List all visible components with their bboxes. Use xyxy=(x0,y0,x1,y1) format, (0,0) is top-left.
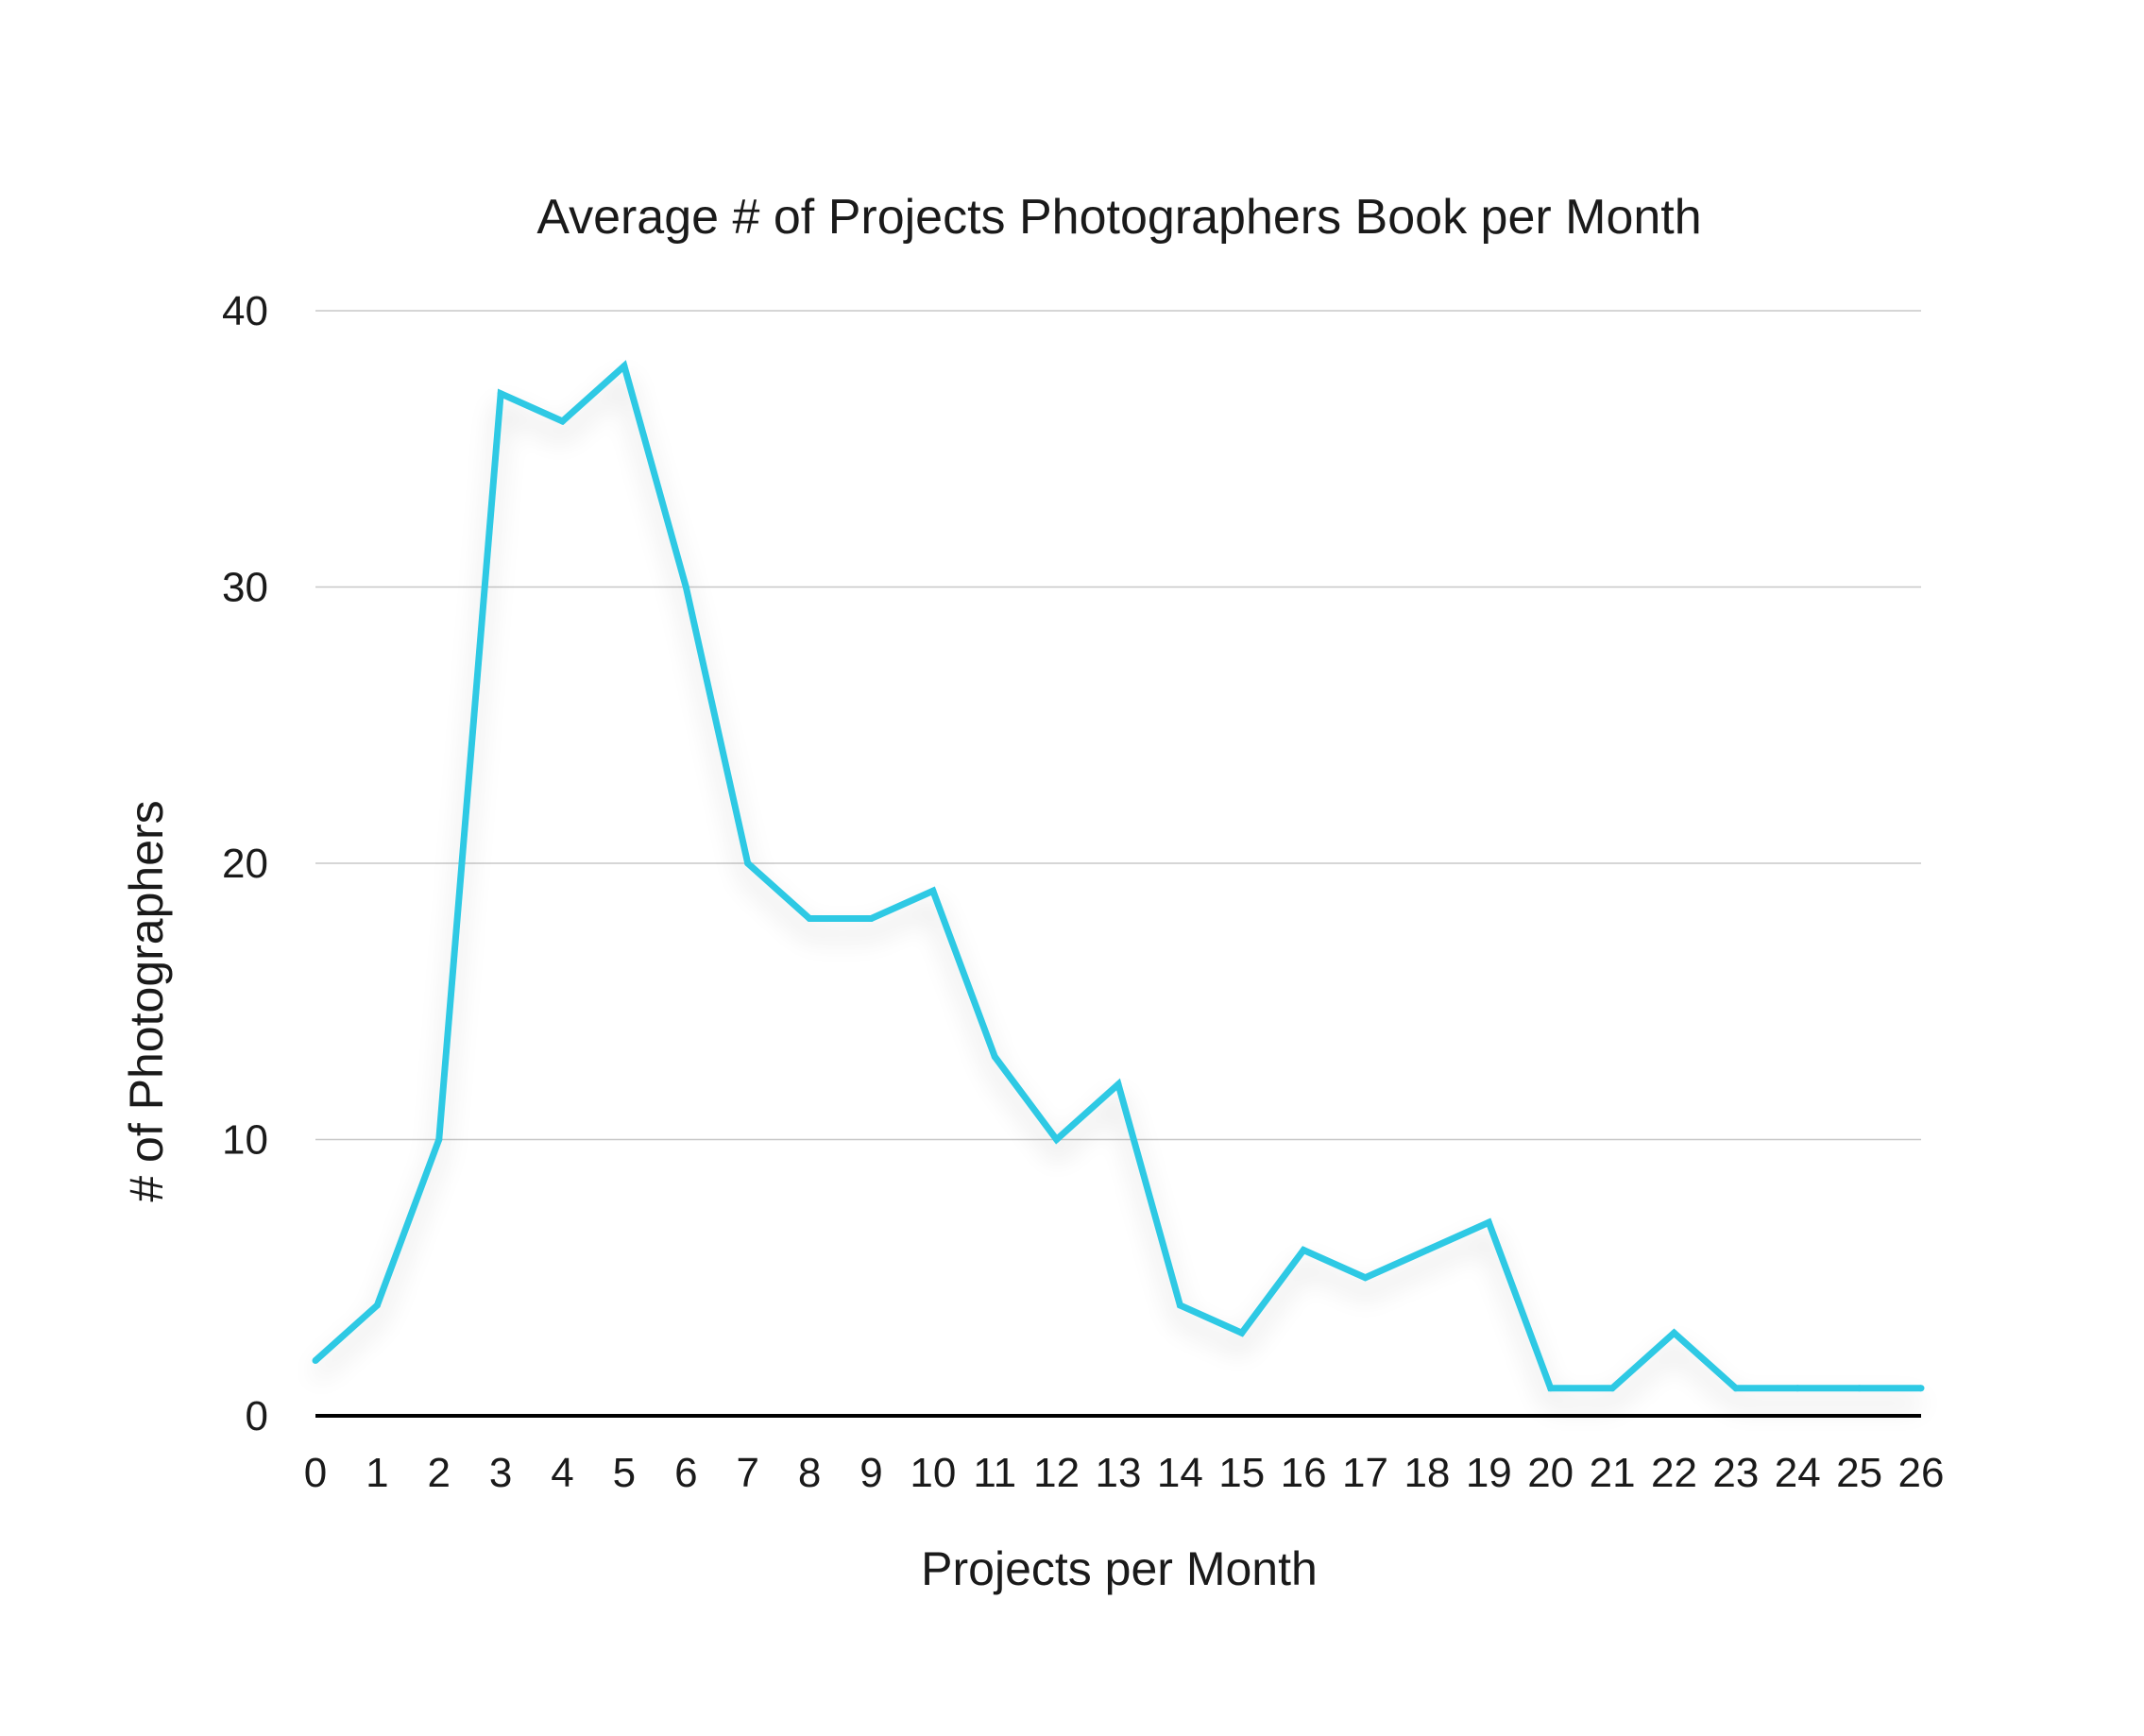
y-tick-label: 0 xyxy=(246,1393,268,1439)
x-tick-label: 13 xyxy=(1096,1450,1142,1496)
data-point xyxy=(312,1357,319,1364)
data-points xyxy=(312,363,1925,1392)
data-point xyxy=(1670,1329,1677,1336)
data-point xyxy=(744,859,752,867)
y-tick-label: 40 xyxy=(222,288,268,334)
data-point xyxy=(1053,1136,1061,1143)
x-tick-label: 23 xyxy=(1712,1450,1759,1496)
x-tick-label: 16 xyxy=(1281,1450,1327,1496)
gridlines xyxy=(315,310,1921,1418)
x-tick-label: 1 xyxy=(366,1450,388,1496)
x-tick-label: 0 xyxy=(304,1450,327,1496)
y-tick-label: 10 xyxy=(222,1117,268,1164)
data-point xyxy=(1547,1385,1555,1392)
x-tick-label: 26 xyxy=(1898,1450,1945,1496)
x-tick-label: 22 xyxy=(1651,1450,1697,1496)
x-tick-label: 7 xyxy=(736,1450,758,1496)
data-point xyxy=(621,363,628,369)
x-tick-label: 3 xyxy=(489,1450,512,1496)
x-tick-label: 15 xyxy=(1218,1450,1265,1496)
data-point xyxy=(1856,1385,1863,1392)
data-point xyxy=(1238,1329,1246,1336)
data-point xyxy=(497,390,504,398)
y-tick-label: 30 xyxy=(222,565,268,611)
data-point xyxy=(1485,1218,1492,1226)
data-point xyxy=(1176,1302,1183,1309)
x-tick-label: 14 xyxy=(1157,1450,1203,1496)
x-tick-label: 12 xyxy=(1033,1450,1080,1496)
x-tick-label: 19 xyxy=(1466,1450,1512,1496)
data-point xyxy=(929,887,937,894)
x-tick-label: 2 xyxy=(428,1450,451,1496)
data-point xyxy=(1423,1247,1431,1253)
series-line-0 xyxy=(313,360,1921,1392)
data-point xyxy=(1362,1274,1370,1282)
x-tick-label: 11 xyxy=(973,1450,1016,1496)
x-tick-label: 6 xyxy=(674,1450,697,1496)
x-tick-label: 8 xyxy=(798,1450,821,1496)
x-tick-label: 21 xyxy=(1590,1450,1636,1496)
data-point xyxy=(1115,1081,1122,1088)
series-layer xyxy=(313,360,1921,1392)
y-tick-label: 20 xyxy=(222,841,268,887)
x-tick-label: 25 xyxy=(1836,1450,1882,1496)
data-point xyxy=(373,1302,381,1309)
data-point xyxy=(682,584,689,590)
data-point xyxy=(1608,1385,1616,1392)
x-tick-label: 24 xyxy=(1775,1450,1821,1496)
y-axis-ticks: 0 10 20 30 40 xyxy=(222,288,268,1439)
x-axis-ticks: 0 1 2 3 4 5 6 7 8 9 10 11 12 13 14 15 16 17 18 19 20 21 22 23 24… xyxy=(304,1450,1945,1496)
x-axis-title: Projects per Month xyxy=(921,1542,1318,1595)
x-tick-label: 5 xyxy=(613,1450,636,1496)
data-point xyxy=(559,417,567,425)
x-tick-label: 9 xyxy=(859,1450,882,1496)
data-point xyxy=(1300,1247,1307,1253)
data-point xyxy=(435,1136,443,1143)
x-tick-label: 17 xyxy=(1342,1450,1388,1496)
data-point xyxy=(806,915,813,922)
data-point xyxy=(1732,1385,1740,1392)
x-tick-label: 10 xyxy=(910,1450,956,1496)
data-point xyxy=(1917,1385,1925,1392)
y-axis-title: # of Photographers xyxy=(120,800,173,1201)
data-point xyxy=(991,1053,998,1061)
data-point xyxy=(1794,1385,1801,1392)
x-tick-label: 4 xyxy=(551,1450,573,1496)
data-point xyxy=(867,915,875,922)
x-tick-label: 18 xyxy=(1404,1450,1450,1496)
chart-title: Average # of Projects Photographers Book… xyxy=(536,190,1701,245)
x-tick-label: 20 xyxy=(1527,1450,1574,1496)
